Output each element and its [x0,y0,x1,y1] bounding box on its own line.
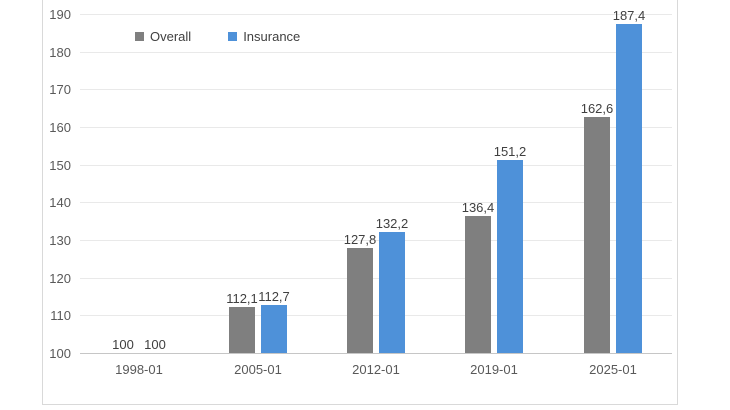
gridline [80,52,672,53]
gridline [80,202,672,203]
y-tick-label: 150 [49,158,71,173]
x-tick-label: 2019-01 [470,362,518,377]
x-axis-line [80,353,672,354]
x-tick-label: 2025-01 [589,362,637,377]
bar-value-label: 100 [112,337,134,352]
legend-marker-icon [228,32,238,41]
gridline [80,14,672,15]
bar-overall [584,117,610,353]
x-tick-label: 1998-01 [115,362,163,377]
bar-insurance [497,160,523,353]
legend-label: Overall [150,29,192,44]
gridline [80,240,672,241]
bar-value-label: 136,4 [461,200,495,215]
bar-overall [347,248,373,353]
bar-value-label: 132,2 [375,216,409,231]
y-tick-label: 130 [49,233,71,248]
gridline [80,127,672,128]
bar-value-label: 112,1 [226,291,258,306]
bar-value-label: 127,8 [343,232,377,247]
legend-marker-icon [135,32,144,41]
legend-item-insurance: Insurance [228,29,300,44]
x-tick-label: 2012-01 [352,362,400,377]
legend: Overall Insurance [135,29,300,44]
y-tick-label: 170 [49,82,71,97]
y-tick-label: 120 [49,271,71,286]
bar-value-label: 112,7 [258,289,290,304]
bar-insurance [379,232,405,353]
gridline [80,278,672,279]
y-tick-label: 190 [49,7,71,22]
y-tick-label: 180 [49,45,71,60]
y-tick-label: 100 [49,346,71,361]
legend-label: Insurance [243,29,301,44]
gridline [80,89,672,90]
x-tick-label: 2005-01 [234,362,282,377]
bar-value-label: 187,4 [612,8,646,23]
y-tick-label: 110 [50,308,71,323]
bar-value-label: 151,2 [493,144,527,159]
legend-item-overall: Overall [135,29,191,44]
bar-insurance [261,305,287,353]
gridline [80,165,672,166]
bar-value-label: 100 [144,337,166,352]
bar-value-label: 162,6 [580,101,614,116]
bar-overall [465,216,491,353]
bar-overall [229,307,255,353]
gridline [80,315,672,316]
bar-insurance [616,24,642,353]
y-tick-label: 140 [49,195,71,210]
y-tick-label: 160 [49,120,71,135]
